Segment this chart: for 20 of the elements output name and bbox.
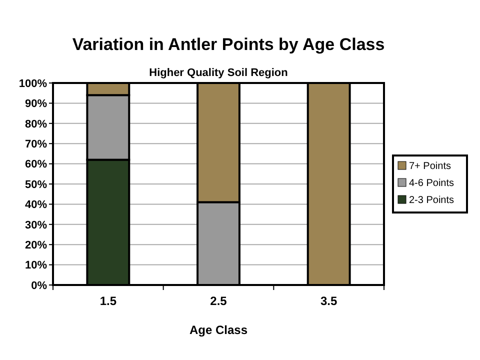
chart-title: Variation in Antler Points by Age Class — [72, 35, 385, 54]
y-tick-label: 70% — [24, 138, 48, 150]
y-tick-label: 0% — [31, 280, 48, 292]
x-tick-label: 2.5 — [210, 294, 228, 308]
x-axis-title: Age Class — [189, 323, 248, 337]
y-tick-label: 30% — [24, 219, 48, 232]
y-tick-label: 10% — [24, 260, 48, 272]
x-tick-label: 1.5 — [100, 294, 117, 308]
legend-label: 4-6 Points — [409, 178, 454, 189]
y-tick-label: 60% — [24, 158, 48, 171]
y-tick-label: 100% — [18, 78, 48, 90]
y-tick-label: 20% — [24, 239, 48, 252]
x-tick-label: 3.5 — [320, 294, 338, 308]
y-tick-label: 90% — [24, 98, 48, 110]
legend-label: 2-3 Points — [409, 195, 454, 206]
legend-label: 7+ Points — [409, 161, 451, 172]
chart-subtitle: Higher Quality Soil Region — [149, 67, 288, 79]
y-tick-label: 80% — [24, 118, 48, 130]
y-tick-label: 50% — [24, 178, 48, 191]
y-tick-label: 40% — [24, 199, 48, 212]
